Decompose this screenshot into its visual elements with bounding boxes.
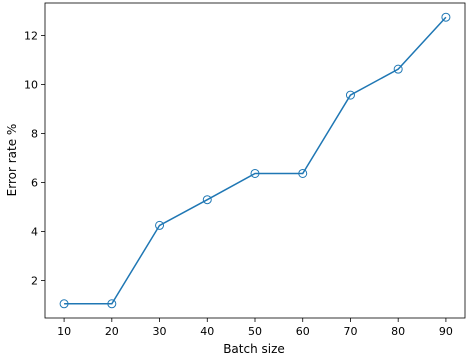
y-tick-label: 8 [31,128,38,141]
x-axis-label: Batch size [223,342,285,356]
y-tick-label: 12 [24,30,38,43]
series-layer [59,12,451,309]
y-axis-label: Error rate % [5,124,19,197]
y-axis: 2 4 6 8 10 12 [24,30,45,288]
x-axis: 10 20 30 40 50 60 70 80 90 [57,318,453,338]
series-line [64,16,447,305]
x-tick-label: 60 [296,325,310,338]
data-point [59,299,69,309]
data-point [155,220,165,230]
y-tick-label: 10 [24,79,38,92]
y-tick-label: 4 [31,226,38,239]
data-point [202,195,212,205]
x-tick-label: 20 [105,325,119,338]
x-tick-label: 10 [57,325,71,338]
data-point [250,168,260,178]
plot-border [44,2,466,319]
data-point [345,90,355,100]
x-tick-label: 80 [391,325,405,338]
plot-frame [44,2,466,319]
x-tick-label: 50 [248,325,262,338]
y-tick-label: 6 [31,177,38,190]
x-tick-label: 30 [153,325,167,338]
data-point [441,12,451,22]
y-tick-label: 2 [31,275,38,288]
x-tick-label: 70 [343,325,357,338]
x-tick-label: 40 [200,325,214,338]
x-tick-label: 90 [439,325,453,338]
data-point [393,64,403,74]
data-point [298,168,308,178]
data-point [107,299,117,309]
